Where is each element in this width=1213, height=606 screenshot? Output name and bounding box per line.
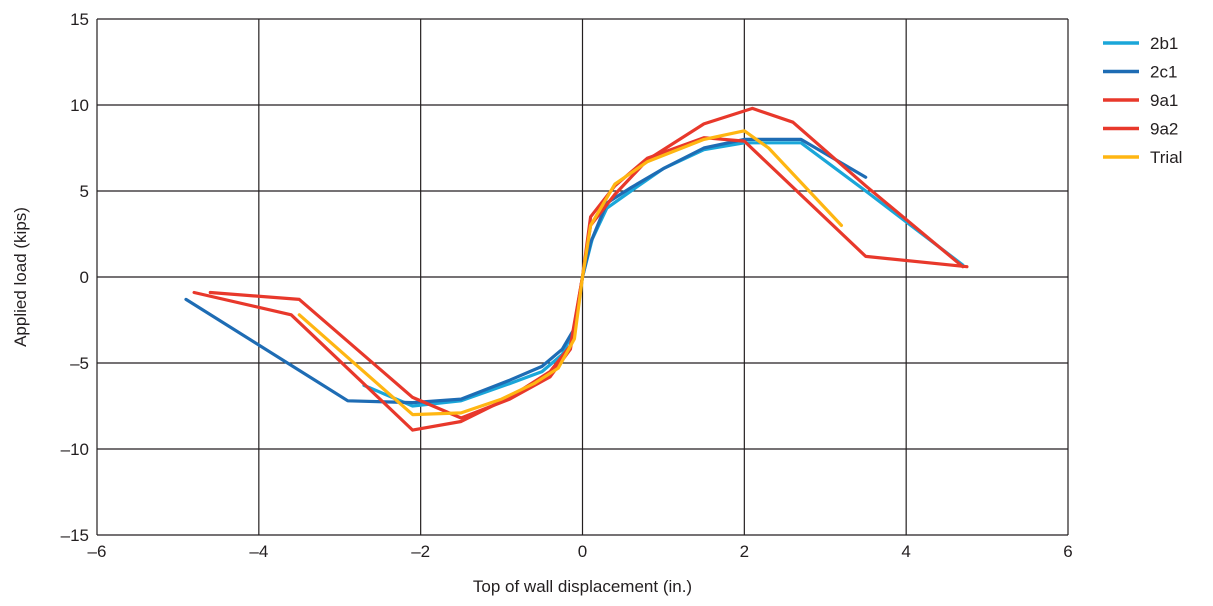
x-tick-label: –4 xyxy=(249,542,268,561)
grid xyxy=(96,18,1069,536)
x-tick-label: –6 xyxy=(88,542,107,561)
series-line-2b1 xyxy=(362,141,965,408)
y-tick-label: 15 xyxy=(70,10,89,29)
y-tick-label: 10 xyxy=(70,96,89,115)
x-tick-label: 0 xyxy=(578,542,587,561)
series-line-9a2 xyxy=(208,136,969,420)
legend-label: 9a2 xyxy=(1150,120,1178,139)
y-tick-label: 5 xyxy=(80,182,89,201)
series-line-9a1 xyxy=(192,106,965,432)
x-tick-label: 2 xyxy=(740,542,749,561)
tick-labels: –6 –4 –2 0 2 4 6 –15 –10 –5 0 5 10 15 xyxy=(61,10,1073,561)
legend-label: 9a1 xyxy=(1150,91,1178,110)
y-tick-label: 0 xyxy=(80,268,89,287)
legend-label: Trial xyxy=(1150,148,1182,167)
y-tick-label: –5 xyxy=(70,354,89,373)
y-tick-label: –10 xyxy=(61,440,89,459)
y-tick-label: –15 xyxy=(61,526,89,545)
x-axis-title: Top of wall displacement (in.) xyxy=(473,577,692,596)
series-line-trial xyxy=(297,129,844,417)
series-lines xyxy=(184,106,969,432)
legend: 2b1 2c1 9a1 9a2 Trial xyxy=(1103,34,1182,167)
legend-label: 2b1 xyxy=(1150,34,1178,53)
x-tick-label: 6 xyxy=(1063,542,1072,561)
y-axis-title: Applied load (kips) xyxy=(11,207,30,347)
x-tick-label: –2 xyxy=(411,542,430,561)
x-tick-label: 4 xyxy=(901,542,910,561)
legend-label: 2c1 xyxy=(1150,63,1177,82)
